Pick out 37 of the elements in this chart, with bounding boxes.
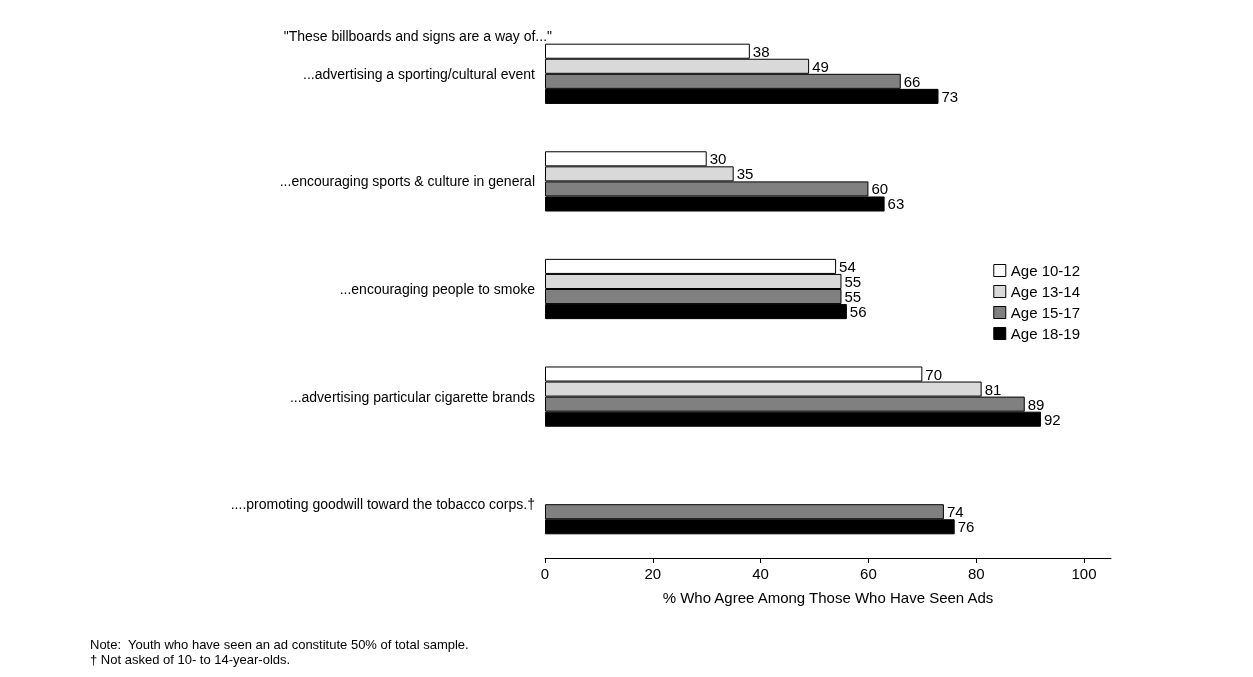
data-label: 92 (1043, 410, 1061, 428)
text: † Not asked of 10- to 14-year-olds. (90, 652, 291, 667)
data-label: 76 (957, 518, 975, 536)
data-label: 89 (1027, 395, 1045, 413)
x-axis-title: % Who Agree Among Those Who Have Seen Ads (662, 589, 994, 606)
data-label: 81 (984, 380, 1002, 398)
data-label: 55 (844, 272, 862, 290)
x-tick-label: 0 (540, 565, 550, 582)
data-label: 74 (946, 503, 964, 521)
x-tick-label: 100 (1071, 565, 1097, 582)
data-label: 56 (849, 303, 867, 321)
y-tick-label: ...advertising particular cigarette brands (289, 388, 535, 405)
x-tick-label: 60 (860, 565, 877, 582)
text: "These billboards and signs are a way of..." (283, 28, 553, 44)
legend-label: Age 15-17 (1010, 304, 1081, 321)
data-label: 30 (709, 150, 727, 168)
data-label: 38 (752, 42, 770, 60)
text: Note: Youth who have seen an ad constitute 50% of total sample. (90, 637, 469, 652)
y-tick-label: ....promoting goodwill toward the tobacco corps.† (230, 496, 535, 513)
legend-label: Age 10-12 (1010, 262, 1081, 279)
legend-label: Age 13-14 (1010, 283, 1081, 300)
legend-label: Age 18-19 (1010, 325, 1081, 342)
data-label: 63 (887, 195, 905, 213)
y-tick-label: ...advertising a sporting/cultural event (303, 65, 536, 82)
data-label: 54 (839, 257, 856, 275)
data-label: 66 (903, 72, 921, 90)
data-label: 70 (925, 365, 943, 383)
x-tick-label: 20 (644, 565, 662, 582)
data-label: 60 (871, 180, 889, 198)
data-label: 55 (844, 288, 862, 306)
y-tick-label: ...encouraging people to smoke (339, 281, 536, 297)
x-tick-label: 40 (752, 565, 769, 582)
x-tick-label: 80 (967, 565, 985, 582)
y-tick-label: ...encouraging sports & culture in general (279, 173, 535, 190)
data-label: 49 (812, 57, 829, 75)
data-label: 35 (736, 165, 754, 183)
data-label: 73 (941, 87, 959, 105)
